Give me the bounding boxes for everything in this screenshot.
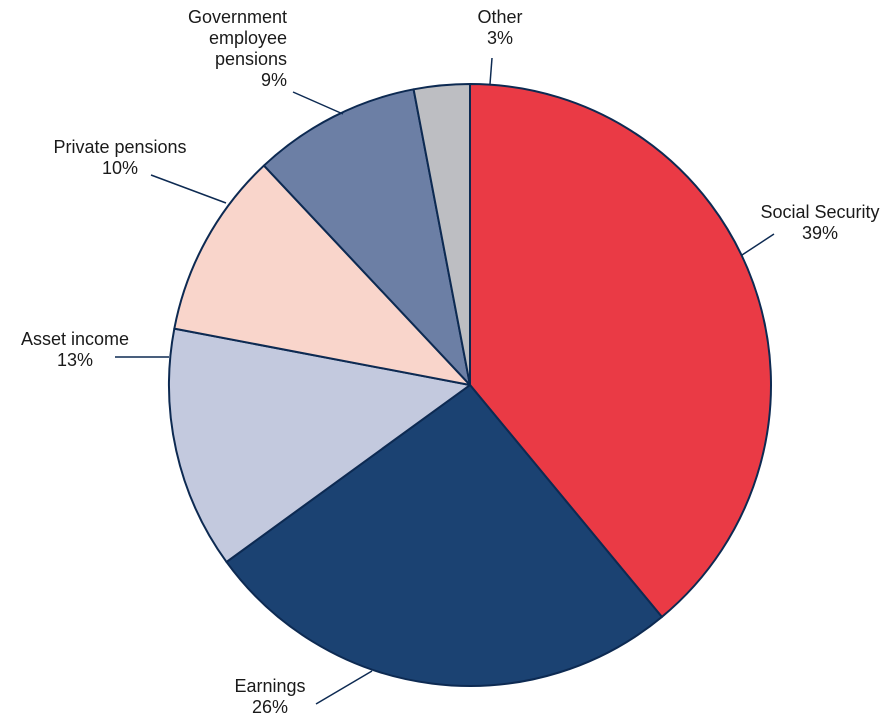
slice-name: employee (209, 28, 287, 48)
slice-earnings (225, 384, 663, 687)
slice-name: Government (188, 7, 287, 27)
slice-government-employee-pensions (262, 88, 471, 386)
slice-percent: 26% (252, 697, 288, 717)
slice-name: Other (477, 7, 522, 27)
slice-label: Government employee pensions 9% (188, 7, 287, 90)
leader-lines (115, 57, 775, 705)
leader-line (741, 233, 775, 256)
slice-private-pensions (173, 164, 471, 386)
slice-percent: 10% (102, 158, 138, 178)
slice-percent: 39% (802, 223, 838, 243)
slice-label: Asset income 13% (21, 329, 129, 370)
slice-percent: 13% (57, 350, 93, 370)
slice-label: Earnings 26% (234, 676, 305, 717)
slice-label: Social Security 39% (760, 202, 879, 243)
slice-asset-income (168, 327, 471, 563)
pie-slices (168, 83, 772, 687)
slice-label: Other 3% (477, 7, 522, 48)
slice-name: Earnings (234, 676, 305, 696)
slice-name: Private pensions (53, 137, 186, 157)
slice-name: Asset income (21, 329, 129, 349)
leader-line (292, 91, 344, 115)
slice-label: Private pensions 10% (53, 137, 186, 178)
slice-labels: Social Security 39% Earnings 26% Asset incom… (21, 7, 880, 717)
leader-line (150, 174, 227, 204)
slice-social-security (469, 83, 772, 618)
leader-line (315, 670, 373, 705)
slice-name: Social Security (760, 202, 879, 222)
slice-percent: 3% (487, 28, 513, 48)
slice-other (412, 83, 471, 386)
leader-line (489, 57, 493, 85)
slice-percent: 9% (261, 70, 287, 90)
slice-name: pensions (215, 49, 287, 69)
